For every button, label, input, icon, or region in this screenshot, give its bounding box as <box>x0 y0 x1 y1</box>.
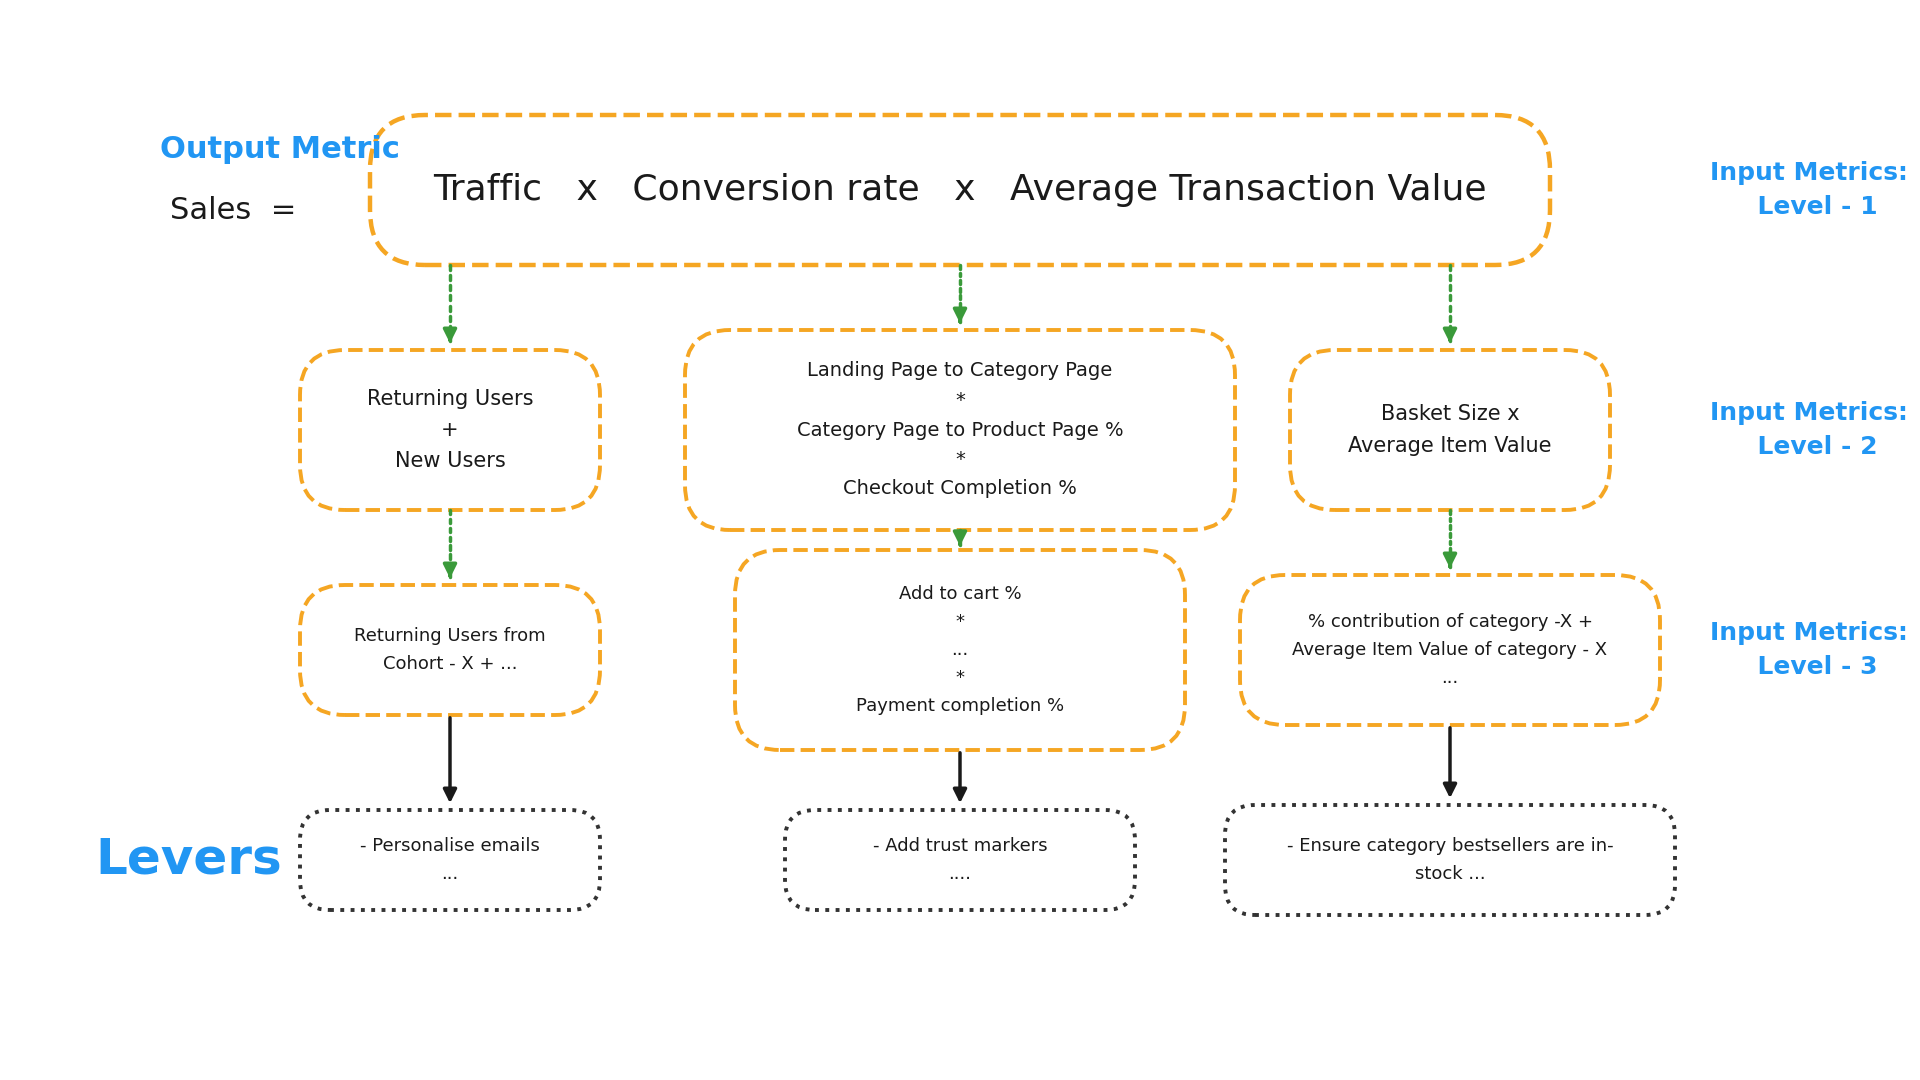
Text: Add to cart %
*
...
*
Payment completion %: Add to cart % * ... * Payment completion… <box>856 585 1064 715</box>
Text: Returning Users from
Cohort - X + ...: Returning Users from Cohort - X + ... <box>353 627 545 673</box>
Text: Input Metrics:
  Level - 1: Input Metrics: Level - 1 <box>1711 161 1908 219</box>
Text: Sales  =: Sales = <box>171 195 296 225</box>
FancyBboxPatch shape <box>300 350 599 510</box>
FancyBboxPatch shape <box>735 550 1185 750</box>
Text: - Add trust markers
....: - Add trust markers .... <box>874 837 1046 883</box>
FancyBboxPatch shape <box>1290 350 1611 510</box>
FancyBboxPatch shape <box>371 114 1549 265</box>
Text: Basket Size x
Average Item Value: Basket Size x Average Item Value <box>1348 404 1551 456</box>
Text: Levers: Levers <box>94 836 282 885</box>
FancyBboxPatch shape <box>785 810 1135 910</box>
Text: Input Metrics:
  Level - 3: Input Metrics: Level - 3 <box>1711 621 1908 678</box>
FancyBboxPatch shape <box>685 330 1235 530</box>
Text: Output Metric: Output Metric <box>159 135 399 164</box>
Text: Traffic   x   Conversion rate   x   Average Transaction Value: Traffic x Conversion rate x Average Tran… <box>434 173 1486 207</box>
FancyBboxPatch shape <box>300 585 599 715</box>
Text: - Ensure category bestsellers are in-
stock ...: - Ensure category bestsellers are in- st… <box>1286 837 1613 883</box>
Text: - Personalise emails
...: - Personalise emails ... <box>361 837 540 883</box>
Text: Input Metrics:
  Level - 2: Input Metrics: Level - 2 <box>1711 402 1908 459</box>
Text: Returning Users
+
New Users: Returning Users + New Users <box>367 389 534 471</box>
Text: % contribution of category -X +
Average Item Value of category - X
...: % contribution of category -X + Average … <box>1292 613 1607 687</box>
Text: Landing Page to Category Page
*
Category Page to Product Page %
*
Checkout Compl: Landing Page to Category Page * Category… <box>797 362 1123 499</box>
FancyBboxPatch shape <box>300 810 599 910</box>
FancyBboxPatch shape <box>1225 805 1674 915</box>
FancyBboxPatch shape <box>1240 575 1661 725</box>
